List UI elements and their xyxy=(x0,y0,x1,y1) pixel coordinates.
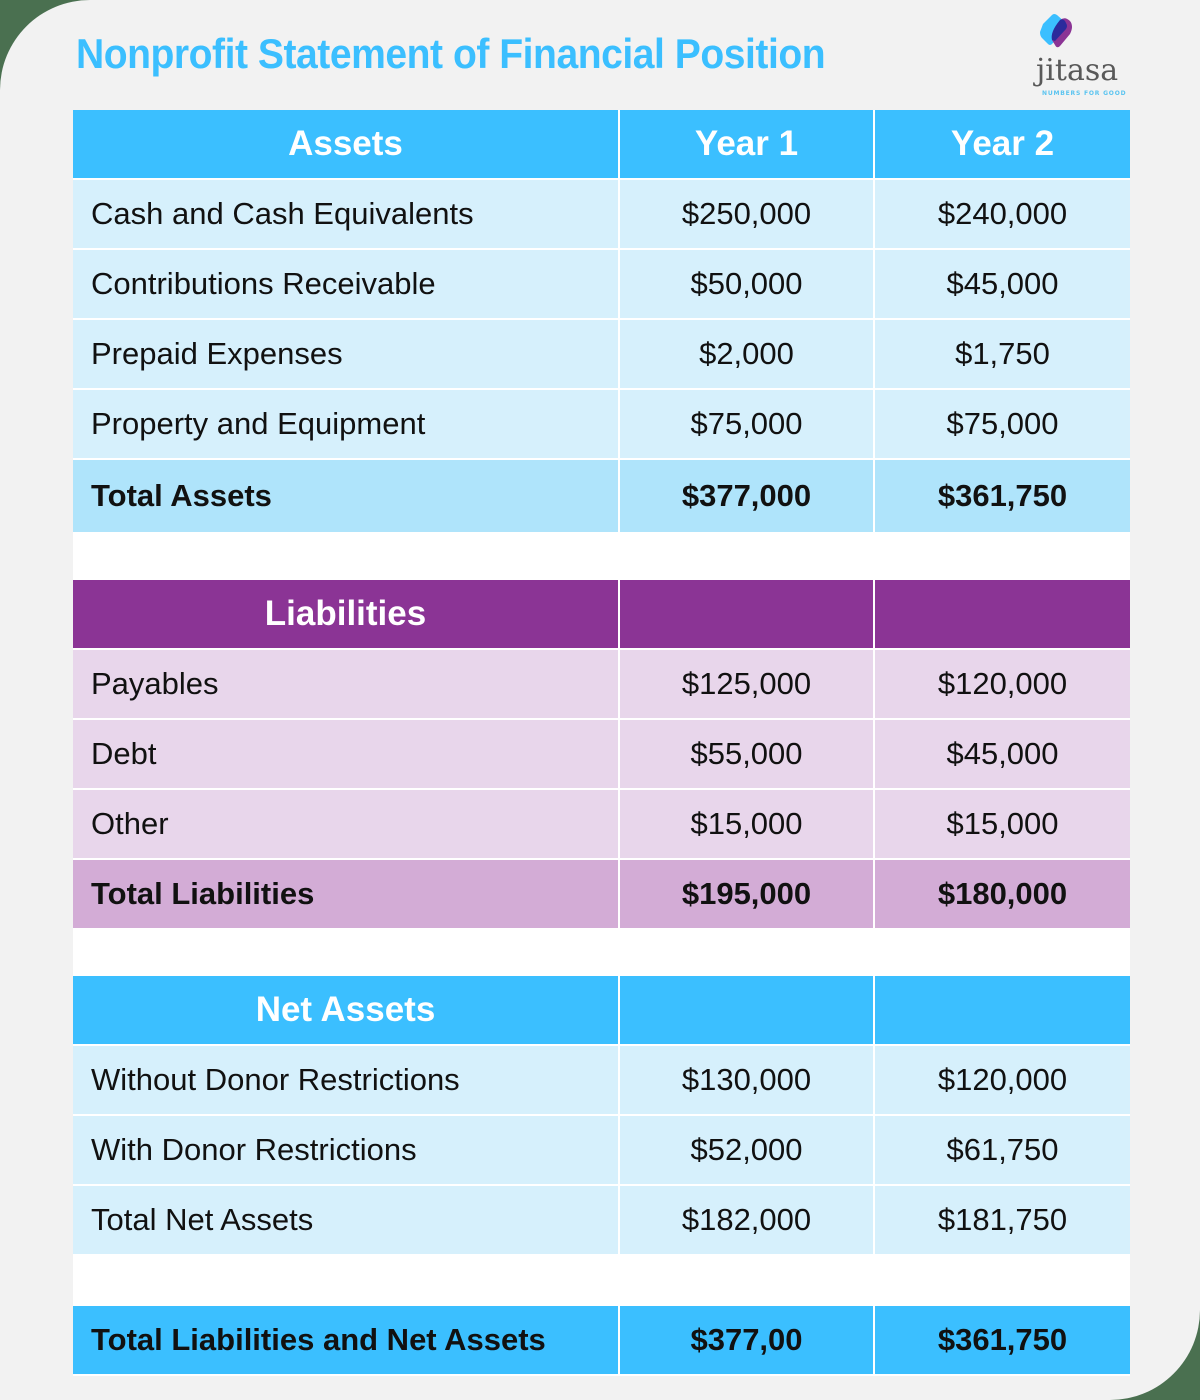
financial-position-table: Assets Year 1 Year 2 Cash and Cash Equiv… xyxy=(73,110,1130,1376)
liabilities-header-row: Liabilities xyxy=(73,580,1130,650)
logo-tagline: NUMBERS FOR GOOD xyxy=(1042,90,1127,97)
logo-wordmark: jitasa xyxy=(1036,53,1119,88)
row-label: Debt xyxy=(73,720,620,790)
year2-value: $1,750 xyxy=(875,320,1130,390)
page-title: Nonprofit Statement of Financial Positio… xyxy=(76,30,826,77)
section-spacer xyxy=(73,534,1130,580)
year2-value: $120,000 xyxy=(875,1046,1130,1116)
year1-value: $377,00 xyxy=(620,1306,875,1376)
year2-value: $61,750 xyxy=(875,1116,1130,1186)
year1-value: $130,000 xyxy=(620,1046,875,1116)
year1-value: $125,000 xyxy=(620,650,875,720)
total-liabilities-row: Total Liabilities $195,000 $180,000 xyxy=(73,860,1130,930)
empty-cell xyxy=(875,580,1130,650)
table-row: Cash and Cash Equivalents $250,000 $240,… xyxy=(73,180,1130,250)
jitasa-logo: jitasa NUMBERS FOR GOOD xyxy=(1030,12,1140,97)
net-assets-header-row: Net Assets xyxy=(73,976,1130,1046)
table-row: With Donor Restrictions $52,000 $61,750 xyxy=(73,1116,1130,1186)
table-row: Contributions Receivable $50,000 $45,000 xyxy=(73,250,1130,320)
year1-value: $377,000 xyxy=(620,460,875,534)
row-label: Other xyxy=(73,790,620,860)
year1-header: Year 1 xyxy=(620,110,875,180)
year2-value: $181,750 xyxy=(875,1186,1130,1256)
year1-value: $182,000 xyxy=(620,1186,875,1256)
empty-cell xyxy=(875,976,1130,1046)
year1-value: $75,000 xyxy=(620,390,875,460)
logo-mark-icon xyxy=(1040,14,1072,48)
year1-value: $2,000 xyxy=(620,320,875,390)
row-label: Cash and Cash Equivalents xyxy=(73,180,620,250)
year2-value: $45,000 xyxy=(875,250,1130,320)
table-row: Property and Equipment $75,000 $75,000 xyxy=(73,390,1130,460)
table-row: Prepaid Expenses $2,000 $1,750 xyxy=(73,320,1130,390)
row-label: Property and Equipment xyxy=(73,390,620,460)
section-spacer xyxy=(73,930,1130,976)
year1-value: $15,000 xyxy=(620,790,875,860)
year2-value: $361,750 xyxy=(875,1306,1130,1376)
year2-value: $180,000 xyxy=(875,860,1130,930)
row-label: Contributions Receivable xyxy=(73,250,620,320)
row-label: Total Net Assets xyxy=(73,1186,620,1256)
year1-value: $250,000 xyxy=(620,180,875,250)
row-label: With Donor Restrictions xyxy=(73,1116,620,1186)
empty-cell xyxy=(620,976,875,1046)
assets-header-row: Assets Year 1 Year 2 xyxy=(73,110,1130,180)
liabilities-header: Liabilities xyxy=(73,580,620,650)
year1-value: $50,000 xyxy=(620,250,875,320)
total-liabilities-and-net-assets-row: Total Liabilities and Net Assets $377,00… xyxy=(73,1306,1130,1376)
row-label: Total Liabilities and Net Assets xyxy=(73,1306,620,1376)
year2-value: $240,000 xyxy=(875,180,1130,250)
year1-value: $55,000 xyxy=(620,720,875,790)
section-spacer xyxy=(73,1256,1130,1306)
row-label: Total Assets xyxy=(73,460,620,534)
row-label: Total Liabilities xyxy=(73,860,620,930)
year2-value: $361,750 xyxy=(875,460,1130,534)
net-assets-header: Net Assets xyxy=(73,976,620,1046)
year2-value: $120,000 xyxy=(875,650,1130,720)
table-row: Other $15,000 $15,000 xyxy=(73,790,1130,860)
table-row: Total Net Assets $182,000 $181,750 xyxy=(73,1186,1130,1256)
empty-cell xyxy=(620,580,875,650)
row-label: Payables xyxy=(73,650,620,720)
row-label: Prepaid Expenses xyxy=(73,320,620,390)
table-row: Without Donor Restrictions $130,000 $120… xyxy=(73,1046,1130,1116)
row-label: Without Donor Restrictions xyxy=(73,1046,620,1116)
year2-header: Year 2 xyxy=(875,110,1130,180)
year1-value: $52,000 xyxy=(620,1116,875,1186)
year2-value: $15,000 xyxy=(875,790,1130,860)
year1-value: $195,000 xyxy=(620,860,875,930)
table-row: Debt $55,000 $45,000 xyxy=(73,720,1130,790)
year2-value: $45,000 xyxy=(875,720,1130,790)
assets-header: Assets xyxy=(73,110,620,180)
total-assets-row: Total Assets $377,000 $361,750 xyxy=(73,460,1130,534)
year2-value: $75,000 xyxy=(875,390,1130,460)
table-row: Payables $125,000 $120,000 xyxy=(73,650,1130,720)
